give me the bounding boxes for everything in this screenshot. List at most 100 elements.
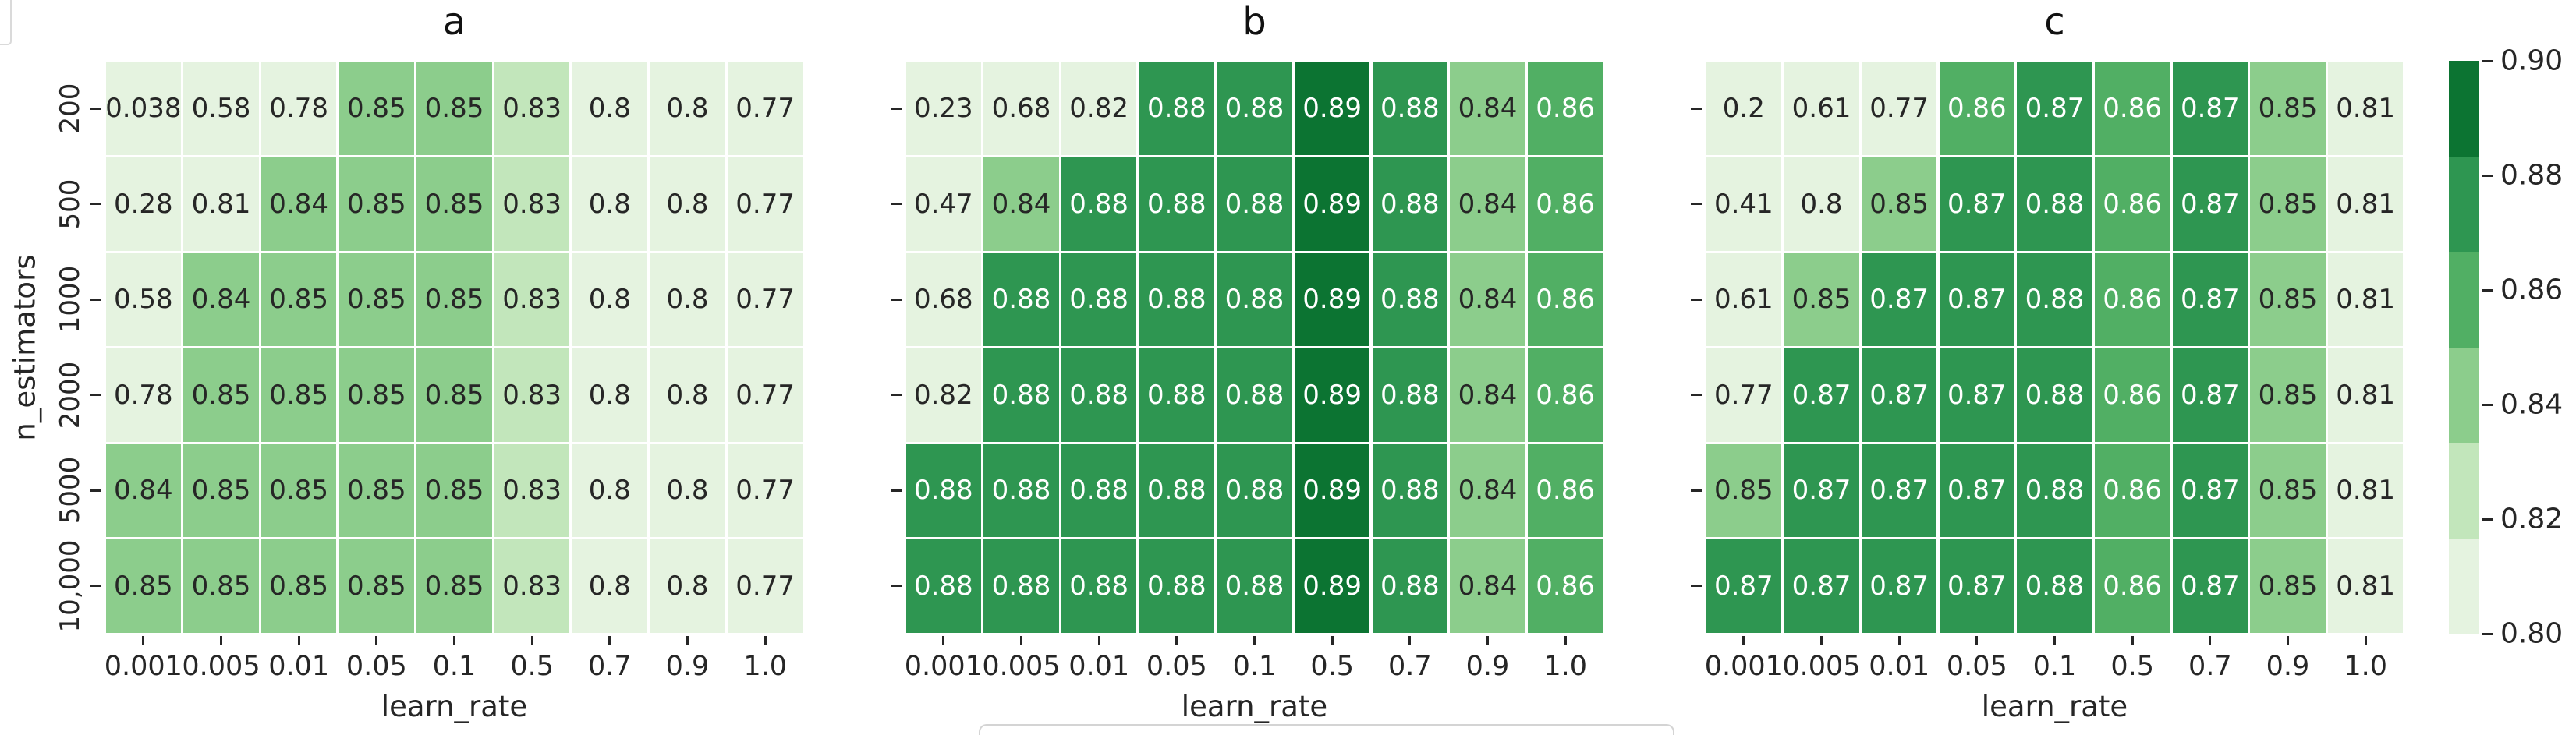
heatmap-cell: 0.86 xyxy=(1527,539,1603,633)
heatmap-cell: 0.8 xyxy=(572,253,648,346)
heatmap-cell: 0.038 xyxy=(105,62,182,155)
heatmap-cell: 0.87 xyxy=(1939,348,2015,442)
heatmap-cell: 0.89 xyxy=(1294,253,1370,346)
heatmap-cell: 0.83 xyxy=(494,253,570,346)
heatmap-cell: 0.83 xyxy=(494,348,570,442)
colorbar-tick-mark xyxy=(2482,59,2493,62)
y-tick-mark xyxy=(1691,203,1702,206)
heatmap-cell: 0.87 xyxy=(1784,348,1859,442)
heatmap-cell: 0.83 xyxy=(494,443,570,537)
heatmap-cell: 0.86 xyxy=(1939,62,2015,155)
heatmap-cell: 0.87 xyxy=(1939,443,2015,537)
x-tick-label: 0.1 xyxy=(1232,651,1277,682)
heatmap-cell: 0.85 xyxy=(1706,443,1782,537)
y-tick-mark xyxy=(891,298,902,301)
heatmap-cell: 0.88 xyxy=(1139,157,1215,251)
heatmap-cell: 0.89 xyxy=(1294,539,1370,633)
heatmap-cell: 0.86 xyxy=(1527,348,1603,442)
colorbar-segment xyxy=(2449,252,2479,348)
y-tick-label: 1000 xyxy=(55,265,86,334)
heatmap-cell: 0.78 xyxy=(105,348,182,442)
heatmap-cell: 0.87 xyxy=(2017,62,2092,155)
heatmap-cell: 0.81 xyxy=(2327,62,2404,155)
heatmap-cell: 0.88 xyxy=(1372,539,1448,633)
panel-title-c: c xyxy=(2044,0,2065,44)
heatmap-cell: 0.86 xyxy=(1527,157,1603,251)
heatmap-cell: 0.85 xyxy=(416,539,492,633)
colorbar-tick-mark xyxy=(2482,518,2493,521)
colorbar-tick-label: 0.86 xyxy=(2500,274,2564,306)
y-tick-mark xyxy=(90,585,101,588)
heatmap-cell: 0.85 xyxy=(183,348,259,442)
y-tick-mark xyxy=(90,298,101,301)
heatmap-cell: 0.8 xyxy=(1784,157,1859,251)
x-tick-mark xyxy=(1564,636,1567,645)
y-tick-mark xyxy=(891,394,902,397)
x-tick-label: 1.0 xyxy=(2344,651,2387,682)
x-tick-mark xyxy=(1253,636,1256,645)
heatmap-cell: 0.87 xyxy=(1939,539,2015,633)
x-tick-mark xyxy=(2364,636,2367,645)
colorbar-tick-mark xyxy=(2482,632,2493,635)
heatmap-cell: 0.88 xyxy=(983,253,1059,346)
y-tick-mark xyxy=(891,489,902,492)
heatmap-cell: 0.78 xyxy=(260,62,337,155)
cropped-box-edge-bottom-center xyxy=(979,724,1674,735)
heatmap-cell: 0.85 xyxy=(2250,348,2326,442)
heatmap-cell: 0.87 xyxy=(2172,62,2248,155)
heatmap-cell: 0.85 xyxy=(338,348,415,442)
y-tick-mark xyxy=(891,203,902,206)
heatmap-cell: 0.86 xyxy=(1527,253,1603,346)
x-tick-mark xyxy=(2131,636,2134,645)
heatmap-cell: 0.68 xyxy=(905,253,982,346)
heatmap-cell: 0.84 xyxy=(260,157,337,251)
x-tick-label: 0.005 xyxy=(182,651,260,682)
x-tick-mark xyxy=(2209,636,2212,645)
heatmap-cell: 0.89 xyxy=(1294,157,1370,251)
y-tick-mark xyxy=(90,394,101,397)
heatmap-cell: 0.85 xyxy=(416,62,492,155)
heatmap-cell: 0.8 xyxy=(650,62,725,155)
x-tick-label: 0.5 xyxy=(1310,651,1354,682)
heatmap-cell: 0.87 xyxy=(1939,157,2015,251)
heatmap-cell: 0.86 xyxy=(2094,157,2170,251)
heatmap-cell: 0.88 xyxy=(2017,253,2092,346)
heatmap-cell: 0.85 xyxy=(338,157,415,251)
x-tick-label: 0.7 xyxy=(2188,651,2232,682)
y-tick-mark xyxy=(1691,107,1702,110)
heatmap-cell: 0.8 xyxy=(572,443,648,537)
heatmap-cell: 0.87 xyxy=(2172,157,2248,251)
x-tick-mark xyxy=(297,636,300,645)
x-axis-label: learn_rate xyxy=(381,690,528,723)
heatmap-cell: 0.88 xyxy=(1372,348,1448,442)
heatmap-cell: 0.88 xyxy=(983,348,1059,442)
y-tick-mark xyxy=(1691,585,1702,588)
heatmap-cell: 0.77 xyxy=(1861,62,1937,155)
heatmap-cell: 0.2 xyxy=(1706,62,1782,155)
heatmap-cell: 0.83 xyxy=(494,62,570,155)
heatmap-cell: 0.89 xyxy=(1294,348,1370,442)
heatmap-cell: 0.87 xyxy=(2172,443,2248,537)
x-tick-label: 0.001 xyxy=(1704,651,1783,682)
heatmap-cell: 0.84 xyxy=(983,157,1059,251)
x-tick-mark xyxy=(686,636,689,645)
x-tick-label: 0.9 xyxy=(2266,651,2310,682)
heatmap-cell: 0.47 xyxy=(905,157,982,251)
heatmap-cell: 0.88 xyxy=(1061,348,1137,442)
heatmap-cell: 0.88 xyxy=(1217,443,1292,537)
x-tick-label: 1.0 xyxy=(743,651,787,682)
x-tick-mark xyxy=(1486,636,1489,645)
heatmap-cell: 0.87 xyxy=(1784,539,1859,633)
heatmap-cell: 0.84 xyxy=(1450,62,1525,155)
heatmap-cell: 0.87 xyxy=(1706,539,1782,633)
colorbar-tick-label: 0.90 xyxy=(2500,44,2564,77)
heatmap-cell: 0.88 xyxy=(1139,253,1215,346)
heatmap-cell: 0.8 xyxy=(650,539,725,633)
x-tick-mark xyxy=(1742,636,1745,645)
heatmap-cell: 0.85 xyxy=(1784,253,1859,346)
x-tick-mark xyxy=(1820,636,1823,645)
heatmap-cell: 0.84 xyxy=(1450,539,1525,633)
heatmap-cell: 0.86 xyxy=(2094,443,2170,537)
heatmap-cell: 0.58 xyxy=(105,253,182,346)
